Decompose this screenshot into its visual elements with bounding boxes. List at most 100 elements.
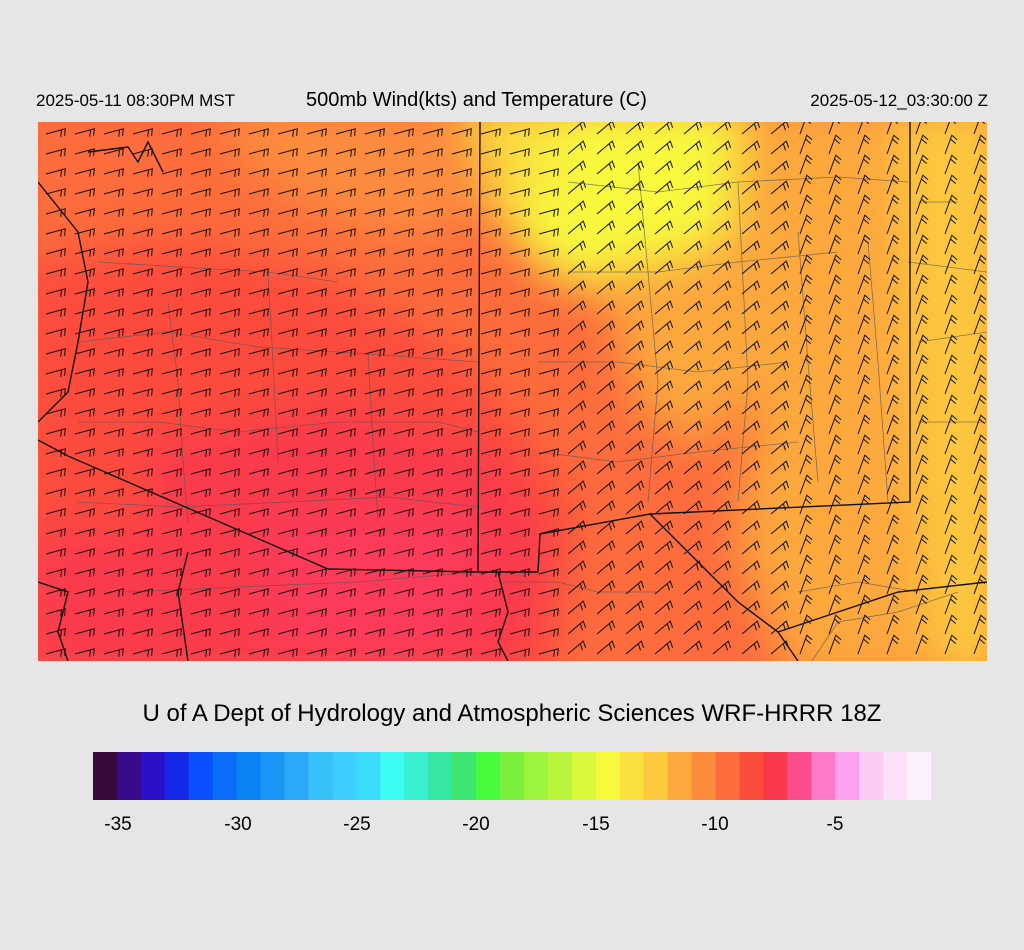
wind-barb xyxy=(654,580,674,595)
colorbar-swatch xyxy=(691,752,717,800)
wind-barb xyxy=(944,254,958,275)
colorbar-swatch xyxy=(356,752,381,800)
wind-barb xyxy=(161,448,182,457)
wind-barb xyxy=(74,328,95,337)
wind-barb xyxy=(248,488,269,497)
wind-barb xyxy=(103,128,124,137)
wind-barb xyxy=(828,394,842,415)
wind-barb xyxy=(828,274,842,295)
wind-barb xyxy=(248,548,269,557)
wind-barb xyxy=(886,594,900,615)
wind-barb xyxy=(915,394,929,415)
wind-barb xyxy=(567,520,587,535)
wind-barb xyxy=(364,548,385,557)
wind-barb xyxy=(364,448,385,457)
wind-barb xyxy=(857,334,871,355)
wind-barb xyxy=(335,248,356,257)
colorbar-tick-label: -25 xyxy=(343,814,371,835)
wind-barb xyxy=(422,208,443,217)
wind-barb xyxy=(770,180,790,195)
wind-barb xyxy=(654,200,674,215)
wind-barb xyxy=(828,354,842,375)
wind-barb xyxy=(625,360,645,375)
wind-barb xyxy=(654,260,674,275)
wind-barb xyxy=(654,122,674,135)
wind-barb xyxy=(364,168,385,177)
wind-barb xyxy=(161,508,182,517)
wind-barb xyxy=(973,354,987,375)
wind-barb xyxy=(161,248,182,257)
wind-barb xyxy=(538,628,559,637)
wind-barb xyxy=(190,608,211,617)
wind-barb xyxy=(219,288,240,297)
wind-barb xyxy=(683,640,703,655)
wind-barb xyxy=(451,328,472,337)
wind-barb xyxy=(567,400,587,415)
wind-barb xyxy=(625,560,645,575)
wind-barb xyxy=(306,268,327,277)
wind-barb xyxy=(103,648,124,657)
wind-barb xyxy=(451,588,472,597)
wind-barb xyxy=(799,194,813,215)
wind-barb xyxy=(683,140,703,155)
wind-barb xyxy=(277,588,298,597)
wind-barb xyxy=(45,468,66,477)
wind-barb xyxy=(857,214,871,235)
wind-barb xyxy=(944,554,958,575)
wind-barb xyxy=(973,194,987,215)
wind-barb xyxy=(335,188,356,197)
wind-barb xyxy=(886,374,900,395)
wind-barb xyxy=(741,360,761,375)
colorbar-swatch xyxy=(164,752,190,800)
wind-barb xyxy=(335,128,356,137)
wind-barb xyxy=(277,228,298,237)
wind-barb xyxy=(886,454,900,475)
wind-barb xyxy=(567,420,587,435)
wind-barb xyxy=(306,148,327,157)
wind-barb xyxy=(857,234,871,255)
wind-barb xyxy=(625,320,645,335)
wind-barb xyxy=(973,554,987,575)
wind-barb xyxy=(683,240,703,255)
wind-barb xyxy=(45,308,66,317)
wind-barb xyxy=(219,208,240,217)
wind-barb xyxy=(364,468,385,477)
wind-barb xyxy=(335,568,356,577)
wind-barb xyxy=(335,388,356,397)
wind-barb xyxy=(973,134,987,155)
wind-barb xyxy=(509,368,530,377)
wind-barb xyxy=(306,528,327,537)
wind-barb xyxy=(422,648,443,657)
wind-barb xyxy=(509,428,530,437)
wind-barb xyxy=(103,488,124,497)
wind-barb xyxy=(480,348,501,357)
wind-barb xyxy=(451,268,472,277)
wind-barb xyxy=(132,448,153,457)
colorbar-swatch xyxy=(140,752,166,800)
wind-barb xyxy=(306,308,327,317)
wind-barb xyxy=(770,300,790,315)
wind-barb xyxy=(103,288,124,297)
wind-barb xyxy=(335,548,356,557)
wind-barb xyxy=(915,494,929,515)
wind-barb xyxy=(857,454,871,475)
wind-barb xyxy=(915,514,929,535)
wind-barb xyxy=(103,308,124,317)
wind-barb xyxy=(567,280,587,295)
wind-barb xyxy=(393,448,414,457)
wind-barb xyxy=(741,440,761,455)
wind-barb xyxy=(509,208,530,217)
wind-barb xyxy=(770,540,790,555)
wind-barb xyxy=(915,474,929,495)
wind-barb xyxy=(248,288,269,297)
wind-barb xyxy=(683,180,703,195)
wind-barb xyxy=(45,608,66,617)
wind-barb xyxy=(132,268,153,277)
wind-barb xyxy=(364,588,385,597)
wind-barb xyxy=(683,280,703,295)
wind-barb xyxy=(161,548,182,557)
wind-barb xyxy=(190,168,211,177)
wind-barb xyxy=(306,168,327,177)
wind-barb xyxy=(857,134,871,155)
wind-barb xyxy=(596,280,616,295)
